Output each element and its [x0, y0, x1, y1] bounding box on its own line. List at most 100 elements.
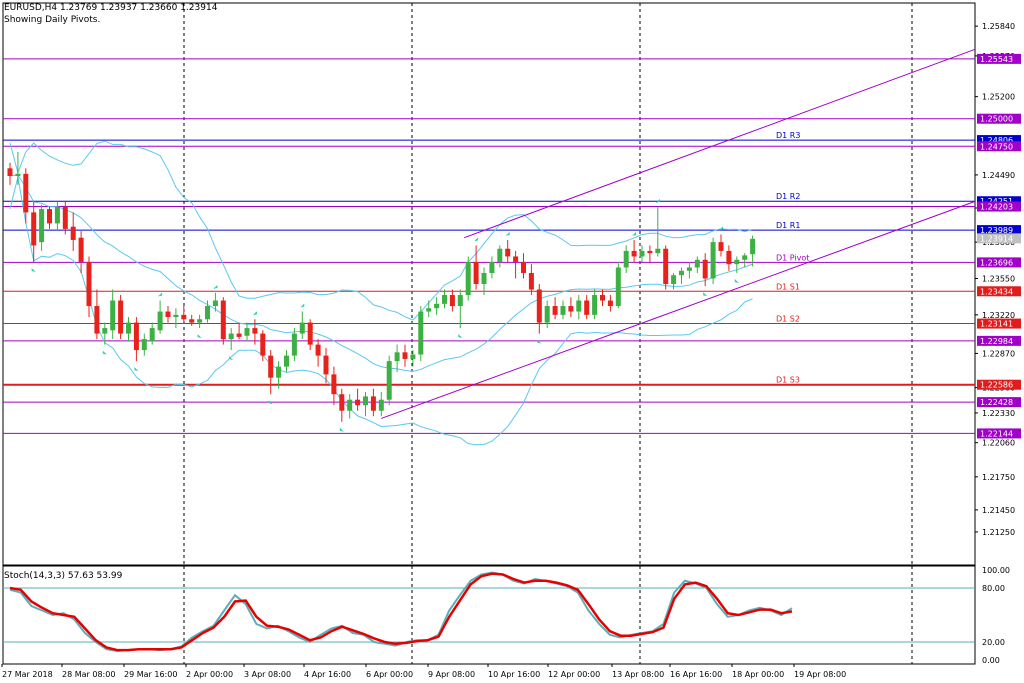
candle-body	[663, 248, 669, 284]
level-price-box	[977, 201, 1021, 212]
fractal-down-arrow	[31, 267, 36, 272]
level-price-box	[977, 335, 1021, 346]
price-tick-label: 1.25200	[982, 93, 1015, 102]
time-tick-label: 6 Apr 00:00	[366, 670, 413, 679]
stoch-tick-label: 80.00	[982, 584, 1005, 593]
fractal-up-arrow	[300, 303, 305, 308]
time-tick-label: 2 Apr 00:00	[186, 670, 233, 679]
candle-body	[62, 206, 68, 229]
level-price-label: 1.22144	[980, 429, 1013, 438]
level-price-box	[977, 257, 1021, 268]
level-name: D1 S3	[776, 376, 800, 385]
level-price-box	[977, 379, 1021, 390]
candle-body	[54, 206, 60, 224]
level-name: D1 R1	[776, 221, 800, 230]
candle-body	[623, 250, 629, 268]
candle-body	[228, 333, 234, 340]
time-tick-label: 29 Mar 16:00	[124, 670, 177, 679]
candle-body	[489, 261, 495, 273]
fractal-up-arrow	[505, 231, 510, 236]
candle-body	[718, 242, 724, 251]
candle-body	[544, 306, 550, 323]
candle-body	[126, 322, 131, 334]
candle-body	[750, 238, 756, 255]
level-price-box	[977, 233, 1021, 244]
price-tick-label: 1.22330	[982, 409, 1015, 418]
candle-body	[386, 361, 392, 400]
level-price-label: 1.23141	[980, 320, 1013, 329]
candle-body	[339, 394, 345, 411]
level-price-box	[977, 113, 1021, 124]
candle-body	[23, 173, 29, 213]
candle-body	[189, 319, 195, 323]
time-tick-label: 28 Mar 08:00	[62, 670, 115, 679]
candle-body	[299, 322, 305, 334]
level-name: D1 R2	[776, 192, 800, 201]
candle-body	[702, 259, 708, 279]
level-price-label: 1.24806	[980, 136, 1013, 145]
candle-body	[110, 300, 116, 331]
candle-body	[449, 295, 455, 307]
fractal-up-arrow	[213, 284, 218, 289]
fractal-up-arrow	[655, 198, 660, 203]
fractal-up-arrow	[252, 311, 257, 316]
candle-body	[212, 300, 218, 307]
fractal-down-arrow	[102, 350, 107, 355]
fractal-down-arrow	[268, 400, 273, 405]
candle-body	[15, 173, 21, 177]
candle-body	[39, 209, 45, 243]
candle-body	[173, 314, 179, 318]
candle-body	[149, 328, 155, 342]
candle-body	[592, 295, 598, 315]
time-tick-label: 4 Apr 16:00	[304, 670, 351, 679]
fractal-down-arrow	[229, 356, 234, 361]
candle-body	[78, 237, 84, 262]
candle-body	[165, 311, 171, 318]
price-tick-label: 1.21250	[982, 528, 1015, 537]
time-tick-label: 12 Apr 00:00	[548, 670, 600, 679]
price-tick-label: 1.22060	[982, 439, 1015, 448]
price-tick-label: 1.24490	[982, 171, 1015, 180]
candle-body	[323, 355, 329, 375]
fractal-down-arrow	[134, 367, 139, 372]
candle-body	[726, 250, 732, 265]
candle-body	[442, 295, 447, 304]
level-price-box	[977, 318, 1021, 329]
trendline-upper	[464, 48, 976, 239]
candle-body	[710, 242, 716, 279]
candle-body	[536, 289, 542, 323]
level-price-label: 1.24203	[980, 203, 1013, 212]
price-pane-frame	[2, 2, 976, 566]
level-price-label: 1.22586	[980, 381, 1013, 390]
candle-body	[197, 319, 203, 323]
level-price-box	[977, 397, 1021, 408]
candle-body	[315, 344, 321, 356]
candle-body	[568, 306, 574, 312]
stoch-tick-label: 20.00	[982, 638, 1005, 647]
fractal-down-arrow	[197, 334, 202, 339]
candle-body	[276, 366, 282, 378]
level-price-label: 1.25543	[980, 55, 1013, 64]
bollinger-lower	[9, 176, 753, 446]
candle-body	[473, 261, 479, 284]
candle-body	[418, 311, 424, 355]
candle-body	[584, 300, 590, 315]
level-price-label: 1.24750	[980, 142, 1013, 151]
time-tick-label: 9 Apr 08:00	[428, 670, 475, 679]
candle-body	[639, 250, 645, 257]
time-tick-label: 27 Mar 2018	[2, 670, 53, 679]
stoch-tick-label: 100.00	[982, 566, 1010, 575]
candle-body	[141, 339, 147, 351]
candle-body	[291, 333, 297, 356]
candle-body	[647, 250, 653, 254]
candle-body	[457, 295, 463, 307]
candle-body	[481, 272, 487, 284]
candle-body	[734, 259, 740, 265]
candle-body	[742, 255, 748, 260]
candle-body	[252, 328, 258, 334]
candle-body	[47, 209, 52, 224]
candle-body	[394, 352, 400, 362]
price-tick-label: 1.22870	[982, 349, 1015, 358]
candle-body	[465, 261, 471, 296]
